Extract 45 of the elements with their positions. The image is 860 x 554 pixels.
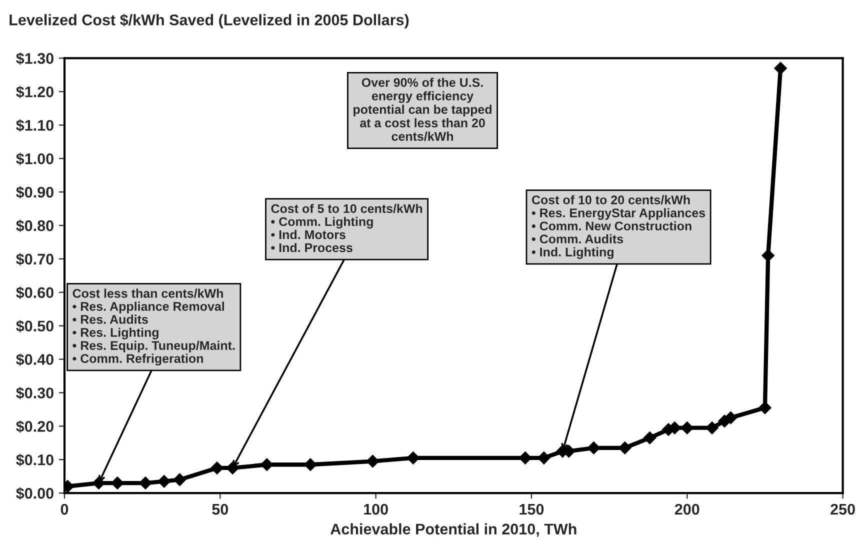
point [643,431,656,444]
point [758,401,772,414]
y-tick-label: $0.60 [16,286,54,300]
point [762,249,774,262]
point [706,421,718,434]
point [366,454,380,468]
chart-title: Levelized Cost $/kWh Saved (Levelized in 2005 Dollars) [10,14,409,28]
point [724,411,738,424]
point [618,441,632,454]
x-tick-label: 200 [674,504,700,515]
y-tick-label: $0.20 [16,420,54,433]
point [680,421,694,434]
y-tick-label: $0.80 [16,220,54,232]
y-tick-label: $1.30 [16,52,54,65]
annotation: Cost of 5 to 10 cents/kWh • Comm. Lighting • Ind. Motors • Ind. Process [271,204,422,252]
point [538,452,550,464]
annotation: Over 90% of the U.S. energy efficiency potential can be tapped at a cost less than 20 cents/kWh [354,78,492,141]
point [173,473,186,486]
point [406,452,420,464]
point [304,458,317,472]
y-tick-label: $1.10 [16,119,54,132]
y-tick-label: $1.00 [16,152,54,166]
y-tick-label: $0.00 [16,487,54,500]
annotation: Cost less than cents/kWh • Res. Appliance Removal • Res. Audits • Res. Lighting • Res. Equip. Tuneup/Maint. • Comm. Refrigeration [72,288,235,366]
point [518,452,532,464]
y-tick-label: $1.20 [16,86,54,98]
point [587,441,600,454]
x-tick-label: 0 [60,504,68,515]
point [260,458,274,472]
x-tick-label: 250 [830,504,855,515]
x-tick-label: 50 [212,504,228,515]
x-axis-title: Achievable Potential in 2010, TWh [330,523,576,537]
annotation: Cost of 10 to 20 cents/kWh • Res. EnergyStar Appliances • Comm. New Construction • Comm. Audits • Ind. Lighting [532,195,706,259]
y-tick-label: $0.90 [16,186,54,199]
point [774,62,787,75]
y-tick-label: $0.50 [16,320,54,332]
y-tick-label: $0.30 [16,386,54,400]
y-tick-label: $0.70 [16,253,54,266]
x-tick-label: 100 [364,504,388,515]
y-tick-label: $0.10 [16,454,54,466]
x-tick-label: 150 [520,504,544,515]
point [158,474,171,488]
point [139,476,152,490]
y-tick-label: $0.40 [16,353,54,366]
point [210,462,224,474]
